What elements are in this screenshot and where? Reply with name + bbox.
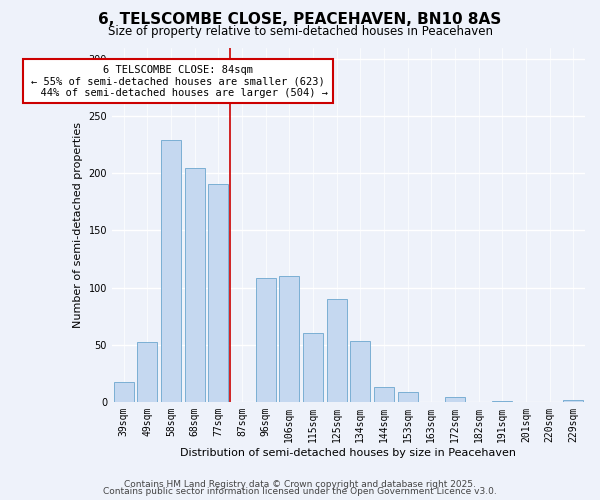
Text: Contains public sector information licensed under the Open Government Licence v3: Contains public sector information licen… [103, 488, 497, 496]
Bar [137, 342, 157, 402]
Bar [161, 140, 181, 402]
X-axis label: Distribution of semi-detached houses by size in Peacehaven: Distribution of semi-detached houses by … [181, 448, 517, 458]
Bar [303, 334, 323, 402]
Bar [256, 278, 276, 402]
Bar [326, 299, 347, 402]
Bar [398, 392, 418, 402]
Bar [492, 400, 512, 402]
Bar [113, 382, 134, 402]
Text: Size of property relative to semi-detached houses in Peacehaven: Size of property relative to semi-detach… [107, 25, 493, 38]
Y-axis label: Number of semi-detached properties: Number of semi-detached properties [73, 122, 83, 328]
Text: Contains HM Land Registry data © Crown copyright and database right 2025.: Contains HM Land Registry data © Crown c… [124, 480, 476, 489]
Bar [374, 387, 394, 402]
Bar [279, 276, 299, 402]
Text: 6 TELSCOMBE CLOSE: 84sqm
← 55% of semi-detached houses are smaller (623)
  44% o: 6 TELSCOMBE CLOSE: 84sqm ← 55% of semi-d… [28, 64, 328, 98]
Bar [350, 342, 370, 402]
Bar [563, 400, 583, 402]
Bar [185, 168, 205, 402]
Bar [445, 398, 465, 402]
Text: 6, TELSCOMBE CLOSE, PEACEHAVEN, BN10 8AS: 6, TELSCOMBE CLOSE, PEACEHAVEN, BN10 8AS [98, 12, 502, 28]
Bar [208, 184, 229, 402]
